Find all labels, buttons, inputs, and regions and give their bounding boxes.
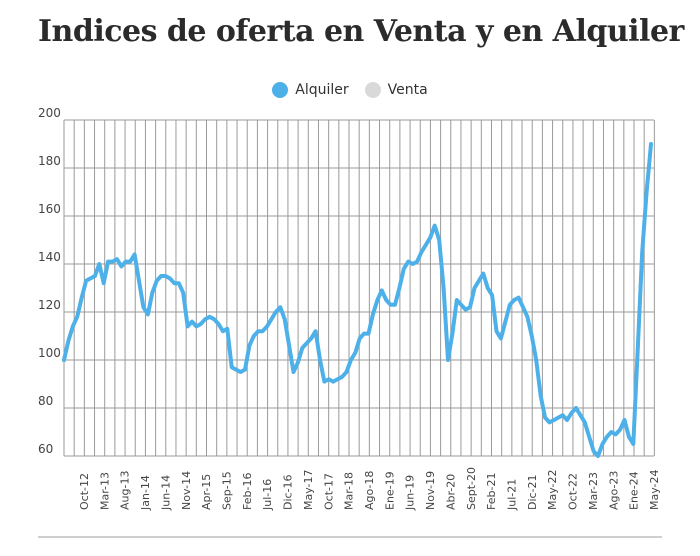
x-tick-label: Ago-18 [363, 471, 376, 510]
x-tick-label: Oct-22 [567, 473, 580, 510]
x-tick-label: Jul-16 [261, 479, 274, 511]
x-tick-label: Apr-15 [200, 474, 213, 510]
legend-marker-venta [364, 82, 381, 98]
x-tick-label: May-17 [302, 469, 315, 510]
x-tick-label: Oct-12 [78, 473, 91, 510]
y-tick-label: 60 [38, 442, 53, 456]
x-tick-label: Sep-15 [221, 471, 234, 510]
x-tick-label: Ago-23 [607, 471, 620, 510]
x-tick-label: Dic-16 [282, 474, 295, 510]
x-tick-label: Abr-20 [444, 474, 457, 510]
x-tick-label: Nov-14 [180, 471, 193, 510]
x-tick-label: Ene-24 [628, 471, 641, 510]
y-tick-label: 140 [38, 250, 61, 264]
y-tick-label: 180 [38, 154, 61, 168]
x-tick-label: Oct-17 [322, 473, 335, 510]
y-tick-label: 200 [38, 106, 61, 120]
y-tick-label: 160 [38, 202, 61, 216]
legend: Alquiler Venta [0, 82, 700, 98]
x-tick-label: May-24 [648, 469, 661, 510]
x-tick-label: Sept-20 [465, 467, 478, 510]
y-axis: 60 80 100 120 140 160 180 200 [38, 106, 61, 456]
footer-divider [38, 536, 662, 538]
x-tick-label: Feb-21 [485, 473, 498, 510]
x-tick-label: Dic-21 [526, 474, 539, 510]
x-tick-label: Jul-21 [506, 479, 519, 511]
chart-title: Indices de oferta en Venta y en Alquiler [38, 14, 684, 49]
series-line-alquiler [62, 142, 653, 458]
x-axis: Oct-12 Mar-13 Aug-13 Jan-14 Jun-14 Nov-14 Apr-… [78, 467, 661, 511]
x-tick-label: Mar-13 [98, 472, 111, 510]
legend-item-venta[interactable]: Venta [364, 82, 428, 98]
legend-item-alquiler[interactable]: Alquiler [272, 82, 349, 98]
y-tick-label: 100 [38, 346, 61, 360]
x-tick-label: May-22 [546, 469, 559, 510]
series-group [62, 142, 653, 458]
y-tick-label: 80 [38, 394, 53, 408]
x-tick-label: Mar-23 [587, 472, 600, 510]
legend-marker-alquiler [272, 82, 289, 98]
x-tick-label: Mar-18 [343, 472, 356, 510]
x-tick-label: Nov-19 [424, 471, 437, 510]
x-tick-label: Jun-14 [159, 475, 172, 511]
legend-label-alquiler: Alquiler [295, 82, 349, 98]
x-tick-label: Jan-14 [139, 475, 152, 511]
x-tick-label: Ene-19 [383, 471, 396, 510]
x-tick-label: Aug-13 [119, 471, 132, 510]
y-tick-label: 120 [38, 298, 61, 312]
legend-label-venta: Venta [387, 82, 428, 98]
x-tick-label: Jun-19 [404, 475, 417, 511]
x-tick-label: Feb-16 [241, 473, 254, 510]
